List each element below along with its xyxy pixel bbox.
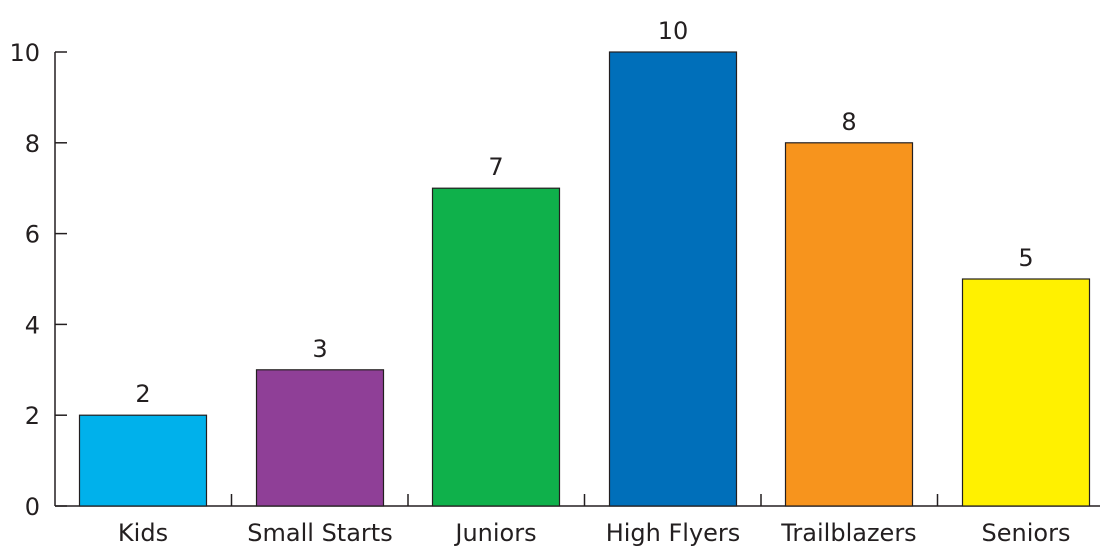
x-category-label: Juniors: [453, 519, 536, 547]
bar-seniors: [961, 278, 1091, 507]
data-label: 2: [135, 380, 150, 408]
y-tick-label: 6: [25, 221, 40, 249]
x-category-label: Small Starts: [247, 519, 392, 547]
y-axis: 0 2 4 6 8 10: [9, 39, 67, 521]
data-label: 8: [841, 108, 856, 136]
data-label: 3: [312, 335, 327, 363]
bar-trailblazers: [784, 142, 914, 507]
data-label: 7: [488, 153, 503, 181]
y-tick-label: 2: [25, 402, 40, 430]
x-axis: Kids Small Starts Juniors High Flyers Trailb…: [55, 494, 1100, 547]
bar-high-flyers: [608, 51, 738, 507]
bars: [78, 51, 1091, 507]
x-category-label: Trailblazers: [780, 519, 916, 547]
data-label: 5: [1018, 244, 1033, 272]
bar-kids: [78, 414, 208, 507]
y-tick-label: 4: [25, 311, 40, 339]
y-tick-label: 0: [25, 493, 40, 521]
x-category-label: Seniors: [982, 519, 1071, 547]
data-labels: 2 3 7 10 8 5: [135, 17, 1033, 408]
bar-juniors: [431, 187, 561, 507]
y-tick-label: 8: [25, 130, 40, 158]
bar-small-starts: [255, 369, 385, 507]
x-category-label: High Flyers: [606, 519, 741, 547]
data-label: 10: [658, 17, 689, 45]
x-category-label: Kids: [118, 519, 168, 547]
y-tick-label: 10: [9, 39, 40, 67]
